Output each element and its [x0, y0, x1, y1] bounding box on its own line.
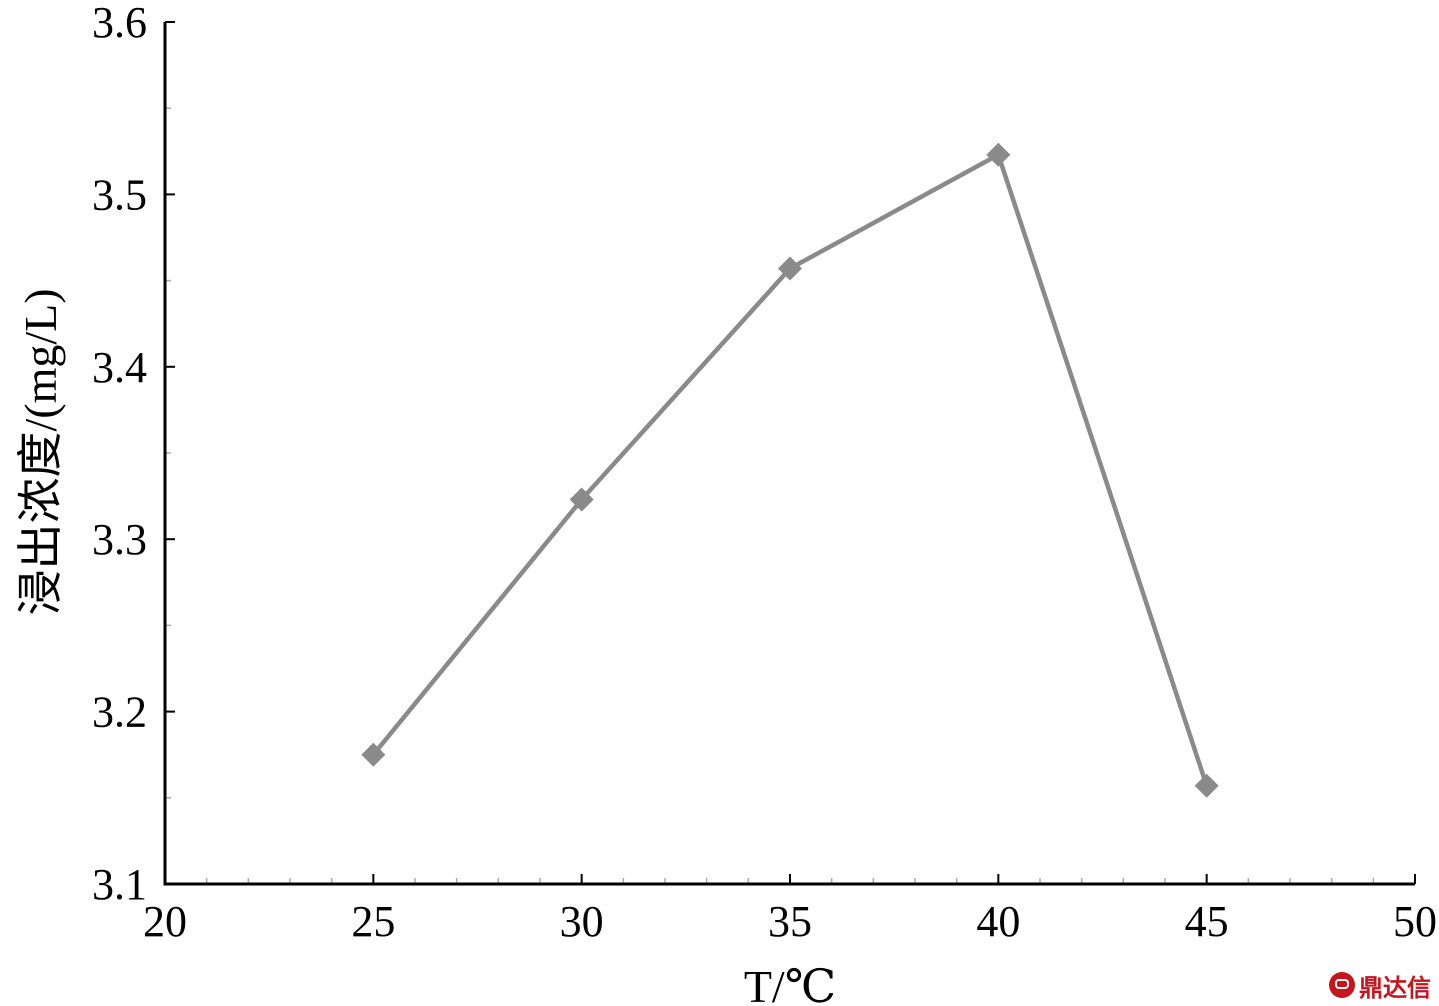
x-tick-label: 45: [1185, 897, 1229, 946]
data-points: [361, 142, 1219, 798]
y-tick-label: 3.5: [92, 170, 147, 219]
data-point-marker: [361, 742, 386, 767]
y-tick-label: 3.4: [92, 343, 147, 392]
y-tick-label: 3.1: [92, 860, 147, 909]
y-tick-labels: 3.1 3.2 3.3 3.4 3.5 3.6: [92, 0, 147, 909]
x-axis-label: T/℃: [744, 961, 836, 1006]
y-tick-label: 3.3: [92, 515, 147, 564]
x-tick-label: 35: [768, 897, 812, 946]
series-line: [371, 152, 1209, 787]
x-tick-label: 25: [351, 897, 395, 946]
watermark-text: 鼎达信: [1359, 973, 1431, 1002]
data-point-marker: [569, 487, 594, 512]
x-tick-label: 30: [560, 897, 604, 946]
data-point-marker: [778, 256, 802, 281]
x-tick-label: 40: [976, 897, 1020, 946]
watermark: 鼎达信: [1329, 968, 1431, 1002]
minor-ticks: [164, 21, 1416, 885]
watermark-logo-icon: [1329, 972, 1355, 998]
y-tick-label: 3.6: [92, 0, 147, 47]
y-axis-label: 浸出浓度/(mg/L): [15, 288, 66, 615]
data-point-marker: [1194, 773, 1219, 798]
x-tick-label: 20: [143, 897, 187, 946]
x-tick-labels: 20 25 30 35 40 45 50: [143, 897, 1437, 946]
data-point-marker: [986, 142, 1011, 167]
y-tick-label: 3.2: [92, 688, 147, 737]
x-tick-label: 50: [1393, 897, 1437, 946]
